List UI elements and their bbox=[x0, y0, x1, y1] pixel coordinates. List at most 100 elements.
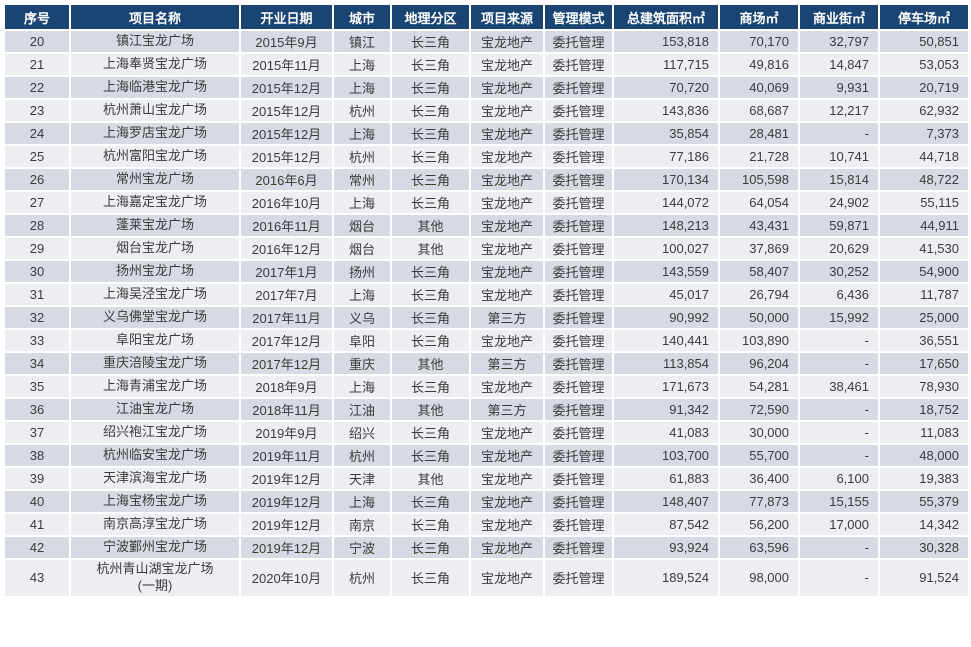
cell-region: 其他 bbox=[390, 351, 471, 376]
cell-region: 其他 bbox=[390, 236, 471, 261]
cell-gfa: 70,720 bbox=[612, 75, 720, 100]
cell-street: 24,902 bbox=[798, 190, 880, 215]
cell-city: 上海 bbox=[332, 52, 392, 77]
cell-project-name: 重庆涪陵宝龙广场 bbox=[69, 351, 241, 376]
cell-project-name: 杭州青山湖宝龙广场 (一期) bbox=[69, 558, 241, 598]
cell-gfa: 90,992 bbox=[612, 305, 720, 330]
cell-region: 长三角 bbox=[390, 144, 471, 169]
cell-project-name: 上海嘉定宝龙广场 bbox=[69, 190, 241, 215]
cell-project-name: 常州宝龙广场 bbox=[69, 167, 241, 192]
cell-mall: 63,596 bbox=[718, 535, 800, 560]
cell-open-date: 2015年11月 bbox=[239, 52, 334, 77]
cell-city: 杭州 bbox=[332, 144, 392, 169]
cell-gfa: 171,673 bbox=[612, 374, 720, 399]
cell-mall: 72,590 bbox=[718, 397, 800, 422]
cell-street: 15,992 bbox=[798, 305, 880, 330]
cell-open-date: 2017年12月 bbox=[239, 351, 334, 376]
cell-mall: 28,481 bbox=[718, 121, 800, 146]
col-header-index: 序号 bbox=[3, 3, 71, 31]
cell-street: 9,931 bbox=[798, 75, 880, 100]
cell-open-date: 2015年12月 bbox=[239, 75, 334, 100]
cell-mode: 委托管理 bbox=[543, 236, 614, 261]
cell-street: - bbox=[798, 351, 880, 376]
table-row: 23 杭州萧山宝龙广场 2015年12月 杭州 长三角 宝龙地产 委托管理 143,836 68… bbox=[3, 98, 970, 123]
cell-mode: 委托管理 bbox=[543, 374, 614, 399]
cell-parking: 53,053 bbox=[878, 52, 970, 77]
cell-open-date: 2019年12月 bbox=[239, 466, 334, 491]
cell-index: 29 bbox=[3, 236, 71, 261]
cell-mode: 委托管理 bbox=[543, 328, 614, 353]
cell-city: 镇江 bbox=[332, 29, 392, 54]
cell-gfa: 143,559 bbox=[612, 259, 720, 284]
cell-mall: 40,069 bbox=[718, 75, 800, 100]
col-header-project-name: 项目名称 bbox=[69, 3, 241, 31]
cell-street: - bbox=[798, 443, 880, 468]
cell-parking: 25,000 bbox=[878, 305, 970, 330]
cell-city: 绍兴 bbox=[332, 420, 392, 445]
cell-parking: 11,083 bbox=[878, 420, 970, 445]
cell-project-name: 南京高淳宝龙广场 bbox=[69, 512, 241, 537]
cell-region: 长三角 bbox=[390, 52, 471, 77]
cell-parking: 20,719 bbox=[878, 75, 970, 100]
cell-mode: 委托管理 bbox=[543, 397, 614, 422]
cell-source: 宝龙地产 bbox=[469, 259, 545, 284]
cell-mode: 委托管理 bbox=[543, 259, 614, 284]
col-header-mall: 商场㎡ bbox=[718, 3, 800, 31]
cell-mode: 委托管理 bbox=[543, 190, 614, 215]
cell-street: 32,797 bbox=[798, 29, 880, 54]
cell-street: 6,436 bbox=[798, 282, 880, 307]
cell-mall: 98,000 bbox=[718, 558, 800, 598]
table-row: 25 杭州富阳宝龙广场 2015年12月 杭州 长三角 宝龙地产 委托管理 77,186 21,… bbox=[3, 144, 970, 169]
cell-index: 27 bbox=[3, 190, 71, 215]
cell-gfa: 91,342 bbox=[612, 397, 720, 422]
cell-region: 长三角 bbox=[390, 75, 471, 100]
cell-gfa: 117,715 bbox=[612, 52, 720, 77]
cell-parking: 78,930 bbox=[878, 374, 970, 399]
header-row: 序号 项目名称 开业日期 城市 地理分区 项目来源 管理模式 总建筑面积㎡ 商场… bbox=[3, 3, 970, 31]
cell-gfa: 61,883 bbox=[612, 466, 720, 491]
cell-project-name: 烟台宝龙广场 bbox=[69, 236, 241, 261]
table-row: 21 上海奉贤宝龙广场 2015年11月 上海 长三角 宝龙地产 委托管理 117,715 49… bbox=[3, 52, 970, 77]
cell-region: 长三角 bbox=[390, 190, 471, 215]
cell-parking: 62,932 bbox=[878, 98, 970, 123]
cell-source: 第三方 bbox=[469, 351, 545, 376]
cell-parking: 48,722 bbox=[878, 167, 970, 192]
cell-project-name: 上海吴泾宝龙广场 bbox=[69, 282, 241, 307]
table-row: 24 上海罗店宝龙广场 2015年12月 上海 长三角 宝龙地产 委托管理 35,854 28,… bbox=[3, 121, 970, 146]
cell-region: 其他 bbox=[390, 466, 471, 491]
col-header-source: 项目来源 bbox=[469, 3, 545, 31]
cell-index: 39 bbox=[3, 466, 71, 491]
cell-mall: 37,869 bbox=[718, 236, 800, 261]
cell-gfa: 148,407 bbox=[612, 489, 720, 514]
cell-gfa: 35,854 bbox=[612, 121, 720, 146]
cell-project-name: 上海宝杨宝龙广场 bbox=[69, 489, 241, 514]
cell-index: 35 bbox=[3, 374, 71, 399]
cell-project-name: 义乌佛堂宝龙广场 bbox=[69, 305, 241, 330]
cell-gfa: 87,542 bbox=[612, 512, 720, 537]
cell-city: 义乌 bbox=[332, 305, 392, 330]
cell-mode: 委托管理 bbox=[543, 98, 614, 123]
cell-source: 宝龙地产 bbox=[469, 98, 545, 123]
cell-parking: 54,900 bbox=[878, 259, 970, 284]
cell-project-name: 上海临港宝龙广场 bbox=[69, 75, 241, 100]
cell-project-name: 蓬莱宝龙广场 bbox=[69, 213, 241, 238]
cell-mall: 103,890 bbox=[718, 328, 800, 353]
cell-source: 宝龙地产 bbox=[469, 29, 545, 54]
cell-index: 40 bbox=[3, 489, 71, 514]
cell-project-name: 扬州宝龙广场 bbox=[69, 259, 241, 284]
col-header-gfa: 总建筑面积㎡ bbox=[612, 3, 720, 31]
table-row: 26 常州宝龙广场 2016年6月 常州 长三角 宝龙地产 委托管理 170,134 105,5… bbox=[3, 167, 970, 192]
cell-open-date: 2015年9月 bbox=[239, 29, 334, 54]
cell-index: 26 bbox=[3, 167, 71, 192]
table-row: 34 重庆涪陵宝龙广场 2017年12月 重庆 其他 第三方 委托管理 113,854 96,2… bbox=[3, 351, 970, 376]
cell-mode: 委托管理 bbox=[543, 558, 614, 598]
cell-index: 31 bbox=[3, 282, 71, 307]
cell-region: 长三角 bbox=[390, 535, 471, 560]
cell-project-name: 杭州临安宝龙广场 bbox=[69, 443, 241, 468]
table-row: 29 烟台宝龙广场 2016年12月 烟台 其他 宝龙地产 委托管理 100,027 37,86… bbox=[3, 236, 970, 261]
cell-city: 宁波 bbox=[332, 535, 392, 560]
cell-street: 59,871 bbox=[798, 213, 880, 238]
cell-open-date: 2019年12月 bbox=[239, 535, 334, 560]
table-row: 40 上海宝杨宝龙广场 2019年12月 上海 长三角 宝龙地产 委托管理 148,407 77… bbox=[3, 489, 970, 514]
